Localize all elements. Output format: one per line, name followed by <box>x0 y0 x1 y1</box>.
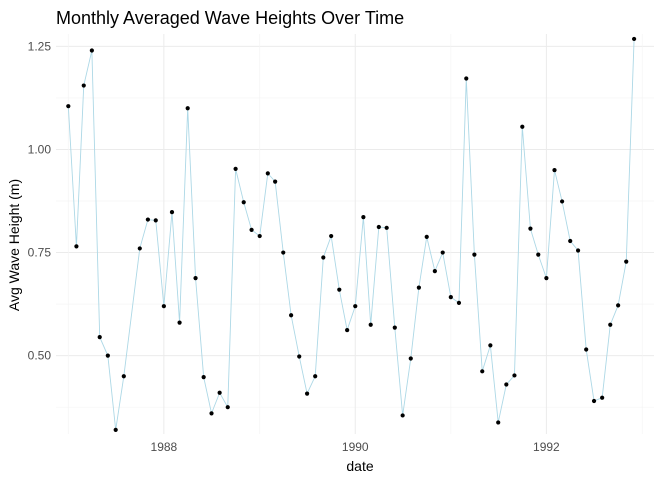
data-point <box>544 276 549 281</box>
data-point <box>241 200 246 205</box>
data-point <box>185 106 190 111</box>
x-tick-labels: 1988 1990 1992 <box>151 440 561 454</box>
data-point <box>161 304 166 309</box>
data-point <box>416 285 421 290</box>
data-point <box>153 218 158 223</box>
data-point <box>177 320 182 325</box>
data-point <box>392 325 397 330</box>
data-point <box>608 322 613 327</box>
data-point <box>488 343 493 348</box>
data-point <box>257 233 262 239</box>
data-point <box>591 398 597 404</box>
data-point <box>384 225 389 230</box>
data-point <box>313 374 318 379</box>
data-point <box>472 252 477 257</box>
data-point <box>145 217 150 222</box>
data-point <box>193 276 198 281</box>
data-point <box>233 166 238 171</box>
data-point <box>304 391 310 396</box>
chart-title: Monthly Averaged Wave Heights Over Time <box>56 8 404 28</box>
data-point <box>113 427 118 432</box>
x-tick-label: 1988 <box>151 440 178 454</box>
data-point <box>600 395 605 400</box>
y-tick-labels: 0.50 0.75 1.00 1.25 <box>28 39 52 362</box>
data-point <box>536 252 541 257</box>
data-point <box>329 233 334 239</box>
data-point <box>456 300 462 305</box>
data-point <box>448 294 453 300</box>
data-point <box>337 287 342 292</box>
data-point <box>225 405 230 410</box>
data-point <box>552 167 557 173</box>
y-tick-label: 0.50 <box>28 349 52 363</box>
data-point <box>273 179 278 184</box>
data-point <box>297 354 302 359</box>
data-point <box>289 313 294 318</box>
data-point <box>575 248 581 253</box>
data-point <box>353 304 358 309</box>
data-point <box>345 327 350 333</box>
data-point <box>480 369 485 374</box>
data-point <box>560 199 565 204</box>
data-point <box>464 76 469 81</box>
data-point <box>97 334 102 340</box>
y-tick-label: 1.25 <box>28 39 52 53</box>
data-point <box>169 210 175 215</box>
x-axis-title: date <box>346 458 373 474</box>
data-point <box>281 250 286 255</box>
data-point <box>632 36 637 42</box>
y-tick-label: 1.00 <box>28 142 52 156</box>
data-point <box>504 382 509 387</box>
data-point <box>137 246 142 251</box>
data-point <box>440 250 445 255</box>
data-point <box>321 255 326 260</box>
data-point <box>376 224 381 230</box>
data-point <box>74 244 79 249</box>
data-point <box>265 171 270 176</box>
data-point <box>408 356 413 361</box>
data-point <box>89 48 94 53</box>
data-point <box>616 303 621 308</box>
data-point <box>400 413 405 418</box>
data-point <box>520 124 525 129</box>
data-point <box>368 322 373 327</box>
data-point <box>81 83 86 88</box>
y-axis-title: Avg Wave Height (m) <box>6 179 22 311</box>
data-point <box>217 390 222 395</box>
series-points <box>66 36 637 432</box>
data-point <box>121 374 126 379</box>
data-point <box>66 104 71 109</box>
data-point <box>528 226 533 231</box>
data-point <box>432 269 437 274</box>
data-point <box>105 353 110 358</box>
x-tick-label: 1992 <box>533 440 560 454</box>
data-point <box>584 347 589 352</box>
data-point <box>209 411 214 416</box>
data-point <box>201 374 206 380</box>
data-point <box>361 214 366 220</box>
y-tick-label: 0.75 <box>28 246 52 260</box>
data-point <box>568 238 573 244</box>
data-point <box>249 227 254 232</box>
grid <box>56 34 654 434</box>
data-point <box>496 420 501 425</box>
data-point <box>424 234 429 239</box>
data-point <box>624 259 629 264</box>
data-point <box>512 373 517 378</box>
x-tick-label: 1990 <box>342 440 369 454</box>
